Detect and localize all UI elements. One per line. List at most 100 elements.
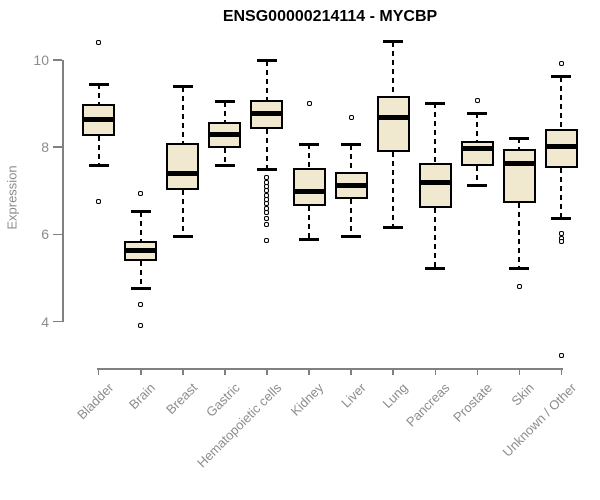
median-line — [210, 132, 240, 138]
whisker-cap — [130, 210, 151, 214]
whisker-cap — [214, 163, 235, 167]
whisker-cap — [383, 40, 404, 44]
y-axis-line — [62, 60, 64, 322]
x-category-label: Kidney — [287, 380, 327, 419]
x-tick — [476, 368, 479, 375]
x-tick — [560, 368, 563, 375]
whisker-cap — [256, 59, 277, 63]
whisker-line — [350, 199, 353, 237]
y-tick — [53, 320, 62, 323]
y-tick — [53, 233, 62, 236]
outlier-point — [96, 199, 102, 205]
whisker-cap — [467, 111, 488, 115]
whisker-line — [476, 113, 479, 142]
y-tick-label: 6 — [41, 226, 49, 243]
y-tick-label: 8 — [41, 139, 49, 156]
box — [418, 163, 452, 208]
whisker-line — [181, 86, 184, 144]
whisker-line — [518, 138, 521, 150]
outlier-point — [96, 40, 102, 46]
median-line — [294, 188, 324, 194]
x-category-label: Unknown / Other — [499, 380, 580, 460]
outlier-point — [558, 239, 564, 245]
x-tick — [266, 368, 268, 375]
outlier-point — [474, 97, 480, 103]
x-category-label: Gastric — [202, 380, 243, 420]
x-category-label: Skin — [508, 380, 538, 409]
median-line — [84, 116, 114, 122]
box — [502, 149, 536, 204]
whisker-cap — [172, 235, 193, 239]
x-tick — [224, 368, 226, 375]
median-line — [126, 247, 156, 253]
y-tick-label: 4 — [41, 313, 49, 330]
y-tick — [53, 59, 62, 61]
x-tick — [140, 368, 142, 375]
whisker-line — [223, 147, 226, 166]
x-category-label: Prostate — [450, 380, 495, 425]
outlier-point — [348, 115, 354, 121]
box — [460, 141, 494, 166]
median-line — [420, 180, 450, 186]
x-tick — [518, 368, 521, 375]
outlier-point — [306, 100, 312, 106]
whisker-line — [97, 135, 100, 166]
whisker-cap — [172, 85, 193, 89]
whisker-line — [476, 165, 479, 186]
x-category-label: Pancreas — [403, 380, 453, 430]
outlier-point — [264, 215, 270, 221]
median-line — [168, 170, 198, 176]
whisker-line — [223, 101, 226, 123]
y-tick — [53, 146, 62, 148]
chart-title: ENSG00000214114 - MYCBP — [222, 8, 438, 25]
x-tick — [392, 368, 394, 375]
whisker-line — [434, 103, 437, 164]
x-tick — [308, 368, 310, 375]
x-category-label: Liver — [338, 380, 369, 411]
whisker-cap — [130, 286, 151, 290]
whisker-line — [139, 211, 142, 241]
whisker-line — [434, 207, 437, 269]
whisker-cap — [299, 237, 320, 241]
whisker-line — [181, 189, 184, 237]
box — [376, 95, 410, 152]
y-tick-label: 10 — [33, 52, 49, 68]
whisker-cap — [341, 143, 362, 147]
x-tick — [434, 368, 436, 375]
whisker-cap — [299, 142, 320, 146]
whisker-line — [392, 151, 395, 228]
box — [166, 143, 200, 190]
x-axis-line — [96, 368, 564, 370]
outlier-point — [264, 222, 270, 228]
whisker-cap — [509, 266, 530, 270]
outlier-point — [558, 61, 564, 67]
median-line — [378, 115, 408, 121]
whisker-cap — [509, 136, 530, 140]
median-line — [504, 160, 534, 166]
outlier-point — [558, 352, 564, 358]
whisker-cap — [256, 167, 277, 171]
x-category-label: Breast — [163, 380, 201, 418]
whisker-line — [560, 168, 563, 219]
whisker-cap — [551, 216, 572, 220]
whisker-line — [265, 128, 268, 170]
whisker-cap — [88, 82, 109, 86]
outlier-point — [264, 237, 270, 243]
outlier-point — [558, 231, 564, 237]
whisker-line — [308, 144, 311, 169]
whisker-cap — [467, 183, 488, 187]
whisker-line — [139, 260, 142, 289]
x-category-label: Brain — [126, 380, 159, 413]
outlier-point — [138, 301, 144, 307]
whisker-cap — [551, 75, 572, 79]
median-line — [336, 182, 366, 188]
box — [292, 168, 326, 207]
whisker-line — [265, 60, 268, 101]
whisker-line — [350, 144, 353, 172]
whisker-cap — [214, 100, 235, 104]
x-tick — [350, 368, 352, 375]
median-line — [462, 145, 492, 151]
whisker-cap — [383, 226, 404, 230]
median-line — [252, 110, 282, 116]
